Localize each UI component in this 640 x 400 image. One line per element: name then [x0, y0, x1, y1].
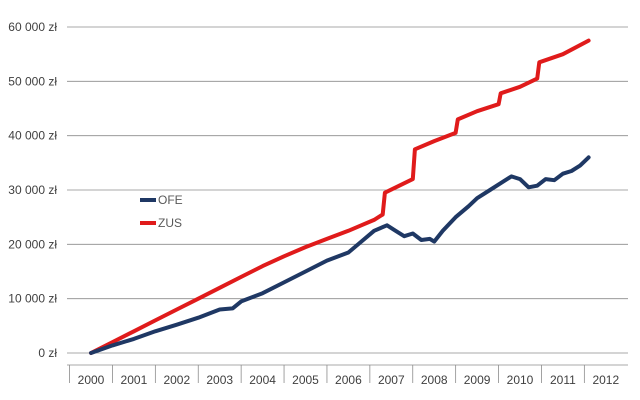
- y-tick-label: 10 000 zł: [8, 292, 57, 306]
- y-tick-label: 50 000 zł: [8, 74, 57, 88]
- series-line-ofe: [89, 155, 591, 355]
- x-tick-label: 2003: [206, 373, 233, 387]
- y-tick-label: 40 000 zł: [8, 129, 57, 143]
- x-tick-label: 2001: [121, 373, 148, 387]
- x-axis-tick-labels: 2000 2001 2002 2003 2004 2005 2006 2007 2008 2009…: [69, 365, 619, 387]
- legend-label-zus: ZUS: [158, 216, 182, 230]
- y-axis-tick-labels: 0 zł 10 000 zł 20 000 zł 30 000 zł 40 000 zł…: [8, 20, 57, 360]
- legend-label-ofe: OFE: [158, 193, 183, 207]
- series-line-zus: [89, 38, 591, 355]
- x-tick-label: 2005: [292, 373, 319, 387]
- x-tick-label: 2000: [78, 373, 105, 387]
- x-tick-label: 2002: [163, 373, 190, 387]
- x-tick-label: 2004: [249, 373, 276, 387]
- x-tick-label: 2009: [464, 373, 491, 387]
- x-tick-label: 2012: [592, 373, 619, 387]
- series-lines: [89, 38, 591, 355]
- y-tick-label: 20 000 zł: [8, 237, 57, 251]
- x-tick-label: 2006: [335, 373, 362, 387]
- gridlines: [67, 26, 628, 366]
- legend: OFE ZUS: [140, 193, 183, 230]
- x-tick-label: 2010: [507, 373, 534, 387]
- x-tick-label: 2007: [378, 373, 405, 387]
- y-tick-label: 0 zł: [38, 346, 57, 360]
- y-tick-label: 30 000 zł: [8, 183, 57, 197]
- y-tick-label: 60 000 zł: [8, 20, 57, 34]
- x-tick-label: 2011: [550, 373, 576, 387]
- x-tick-label: 2008: [421, 373, 448, 387]
